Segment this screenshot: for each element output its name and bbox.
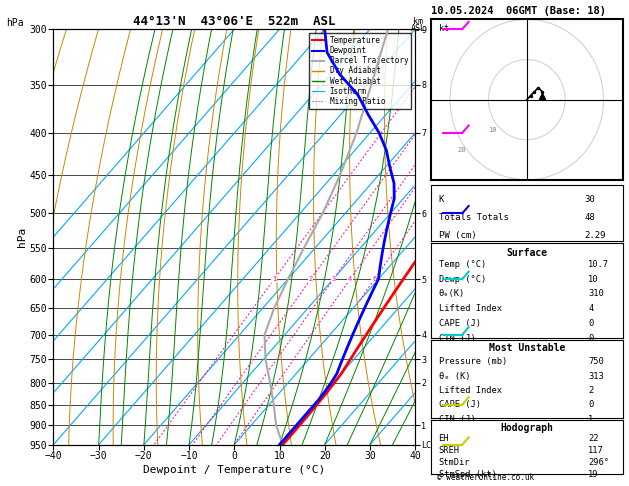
Text: Lifted Index: Lifted Index — [438, 386, 501, 395]
Text: Temp (°C): Temp (°C) — [438, 260, 486, 269]
Text: Most Unstable: Most Unstable — [489, 343, 565, 353]
Text: EH: EH — [438, 434, 449, 443]
Text: Pressure (mb): Pressure (mb) — [438, 357, 507, 366]
Text: 1: 1 — [272, 276, 276, 282]
Text: CIN (J): CIN (J) — [438, 333, 476, 343]
Text: Hodograph: Hodograph — [500, 423, 554, 433]
X-axis label: Dewpoint / Temperature (°C): Dewpoint / Temperature (°C) — [143, 465, 325, 475]
Text: km: km — [413, 17, 423, 26]
Text: θₑ (K): θₑ (K) — [438, 372, 470, 381]
Text: 4: 4 — [588, 304, 593, 313]
Text: 2.29: 2.29 — [584, 230, 606, 240]
Text: ASL: ASL — [411, 24, 426, 34]
Text: 0: 0 — [588, 319, 593, 328]
Text: 313: 313 — [588, 372, 604, 381]
Text: StmDir: StmDir — [438, 458, 470, 467]
Text: 296°: 296° — [588, 458, 609, 467]
Text: 48: 48 — [584, 213, 595, 222]
Text: 10.7: 10.7 — [588, 260, 609, 269]
Text: 3: 3 — [331, 276, 335, 282]
Text: 30: 30 — [584, 195, 595, 204]
Text: Totals Totals: Totals Totals — [438, 213, 508, 222]
Text: Surface: Surface — [506, 248, 547, 258]
Text: © weatheronline.co.uk: © weatheronline.co.uk — [437, 473, 534, 482]
Text: 0: 0 — [588, 333, 593, 343]
Legend: Temperature, Dewpoint, Parcel Trajectory, Dry Adiabat, Wet Adiabat, Isotherm, Mi: Temperature, Dewpoint, Parcel Trajectory… — [309, 33, 411, 109]
Text: hPa: hPa — [6, 18, 24, 29]
Text: 10: 10 — [588, 275, 599, 284]
Text: StmSpd (kt): StmSpd (kt) — [438, 470, 496, 479]
Text: 117: 117 — [588, 446, 604, 455]
Text: SREH: SREH — [438, 446, 460, 455]
Text: 750: 750 — [588, 357, 604, 366]
Text: kt: kt — [438, 24, 448, 34]
Text: 4: 4 — [348, 276, 352, 282]
Text: 19: 19 — [588, 470, 599, 479]
Text: 1: 1 — [588, 415, 593, 424]
Text: Dewp (°C): Dewp (°C) — [438, 275, 486, 284]
Text: 2: 2 — [309, 276, 313, 282]
Text: PW (cm): PW (cm) — [438, 230, 476, 240]
Y-axis label: hPa: hPa — [17, 227, 27, 247]
Text: 0: 0 — [588, 400, 593, 410]
Text: K: K — [438, 195, 444, 204]
Text: 22: 22 — [588, 434, 599, 443]
Text: CAPE (J): CAPE (J) — [438, 319, 481, 328]
Text: θₑ(K): θₑ(K) — [438, 290, 465, 298]
Text: 2: 2 — [588, 386, 593, 395]
Text: CAPE (J): CAPE (J) — [438, 400, 481, 410]
Text: 6: 6 — [372, 276, 376, 282]
Text: 20: 20 — [457, 147, 466, 153]
Text: 310: 310 — [588, 290, 604, 298]
Text: Lifted Index: Lifted Index — [438, 304, 501, 313]
Text: 10: 10 — [488, 127, 496, 133]
Text: 10.05.2024  06GMT (Base: 18): 10.05.2024 06GMT (Base: 18) — [431, 6, 606, 16]
Text: CIN (J): CIN (J) — [438, 415, 476, 424]
Title: 44°13'N  43°06'E  522m  ASL: 44°13'N 43°06'E 522m ASL — [133, 15, 335, 28]
